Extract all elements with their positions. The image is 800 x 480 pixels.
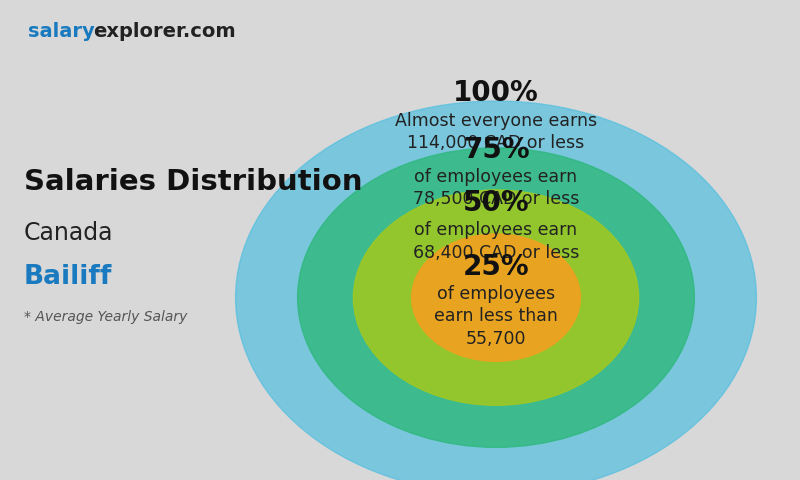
Text: 75%: 75% [462,135,530,164]
Text: of employees: of employees [437,285,555,303]
Ellipse shape [354,190,638,405]
Text: 78,500 CAD or less: 78,500 CAD or less [413,190,579,208]
Text: 50%: 50% [462,189,530,217]
Text: earn less than: earn less than [434,307,558,325]
Ellipse shape [298,148,694,447]
Text: of employees earn: of employees earn [414,221,578,240]
Text: 55,700: 55,700 [466,330,526,348]
Text: 68,400 CAD or less: 68,400 CAD or less [413,243,579,262]
Text: salary: salary [28,22,94,41]
Text: Almost everyone earns: Almost everyone earns [395,112,597,130]
Text: 100%: 100% [453,79,539,108]
Text: explorer.com: explorer.com [94,22,236,41]
Text: Salaries Distribution: Salaries Distribution [24,168,362,196]
Text: of employees earn: of employees earn [414,168,578,186]
Text: 114,000 CAD or less: 114,000 CAD or less [407,134,585,152]
Ellipse shape [235,101,757,480]
Text: * Average Yearly Salary: * Average Yearly Salary [24,310,187,324]
Text: Bailiff: Bailiff [24,264,112,290]
Text: Canada: Canada [24,221,114,245]
Text: 25%: 25% [462,252,530,280]
Ellipse shape [412,234,580,361]
